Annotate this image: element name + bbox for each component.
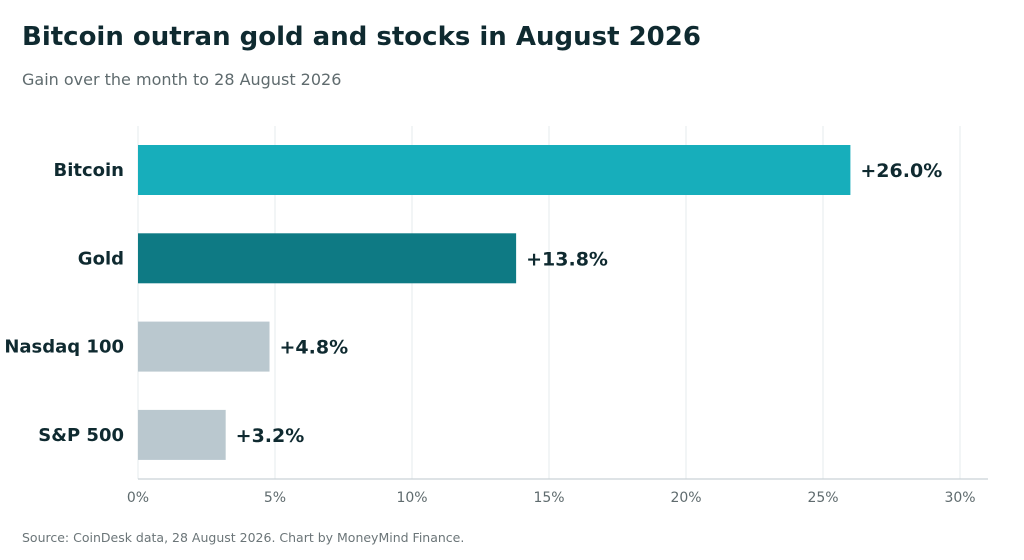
x-tick-label: 0%: [127, 490, 149, 506]
source-note: Source: CoinDesk data, 28 August 2026. C…: [22, 530, 465, 545]
x-tick-label: 20%: [670, 490, 701, 506]
x-axis: 0% 5% 10% 15% 20% 25% 30%: [127, 478, 988, 506]
chart-subtitle: Gain over the month to 28 August 2026: [22, 70, 342, 89]
x-tick-label: 15%: [533, 490, 564, 506]
bar-nasdaq-100: [138, 321, 270, 372]
bar-s-p-500: [138, 409, 226, 460]
x-tick-label: 10%: [396, 490, 427, 506]
bar-bitcoin: [138, 145, 851, 195]
category-label: Nasdaq 100: [4, 337, 124, 358]
category-label: S&P 500: [38, 425, 124, 446]
chart-title: Bitcoin outran gold and stocks in August…: [22, 22, 701, 52]
bars: Bitcoin +26.0% Gold +13.8% Nasdaq 100 +4.8% S&…: [4, 145, 942, 460]
category-label: Gold: [78, 248, 124, 269]
category-label: Bitcoin: [53, 160, 124, 181]
x-tick-label: 5%: [264, 490, 286, 506]
value-label: +3.2%: [236, 425, 305, 447]
value-label: +4.8%: [280, 337, 349, 359]
x-tick-label: 30%: [944, 490, 975, 506]
bar-gold: [138, 233, 517, 284]
value-label: +13.8%: [526, 248, 608, 270]
value-label: +26.0%: [860, 160, 942, 182]
bar-chart: Bitcoin +26.0% Gold +13.8% Nasdaq 100 +4.8% S&…: [4, 126, 988, 506]
x-tick-label: 25%: [807, 490, 838, 506]
